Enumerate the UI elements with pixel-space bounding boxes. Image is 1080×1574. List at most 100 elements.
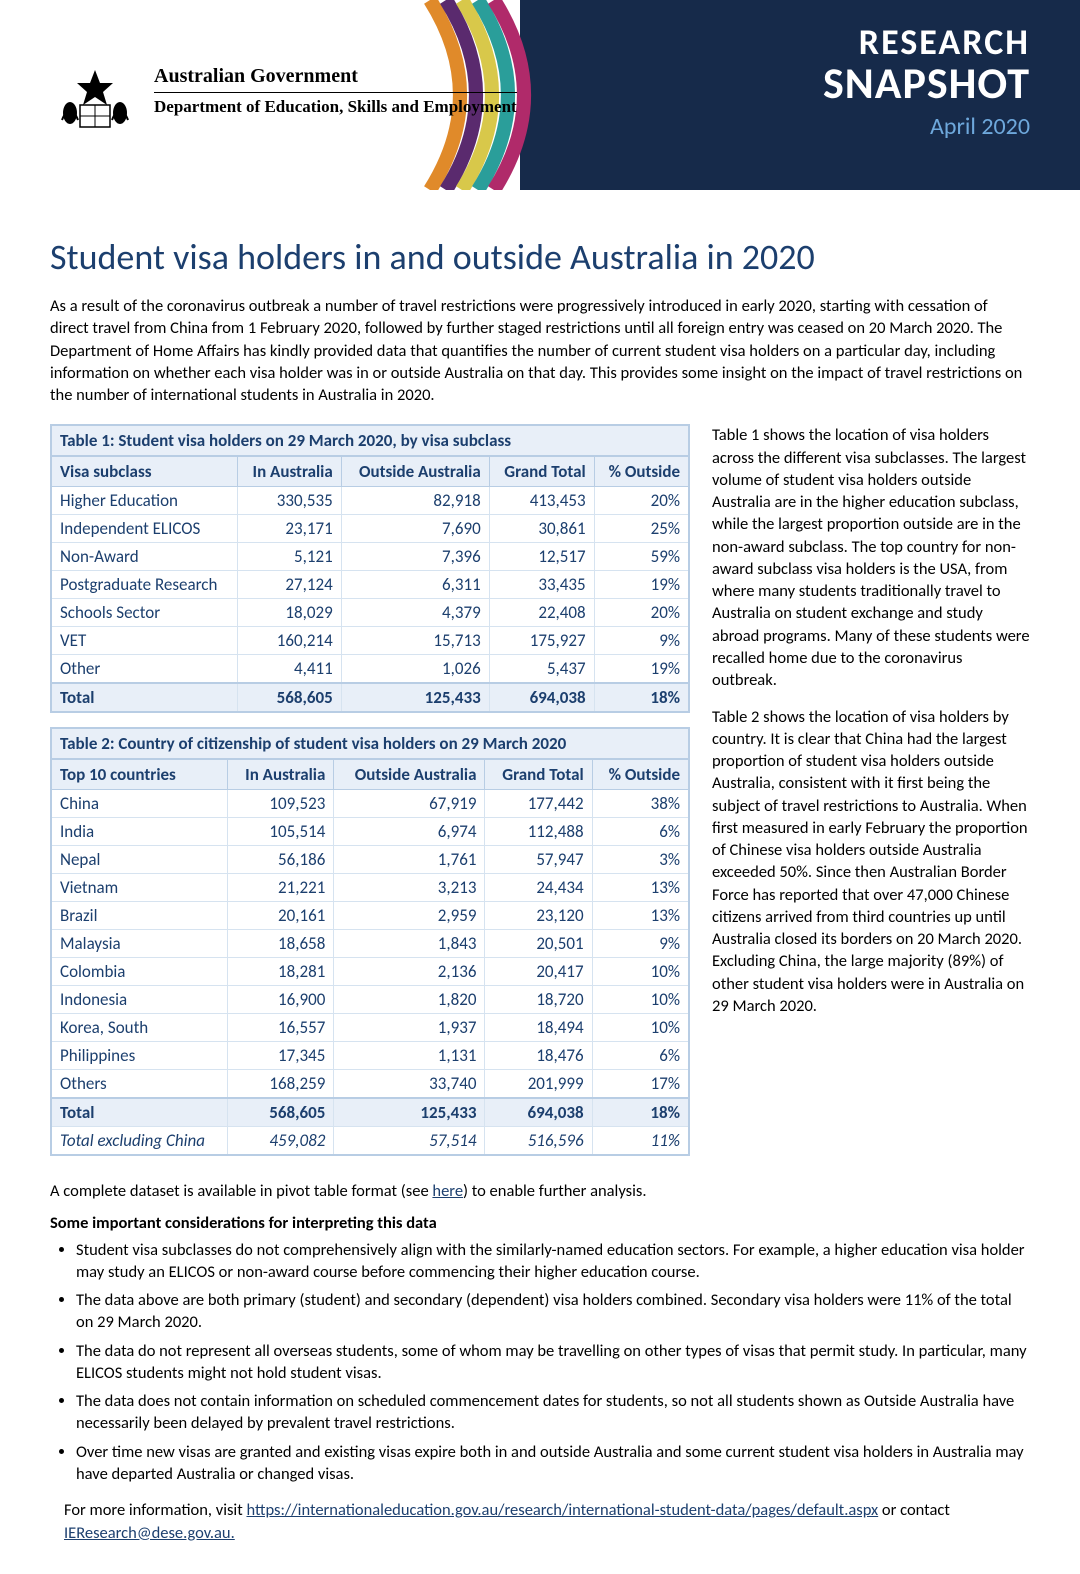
table-row: India105,5146,974112,4886%	[51, 818, 689, 846]
table-row: Philippines17,3451,13118,4766%	[51, 1042, 689, 1070]
table-cell: 10%	[592, 958, 689, 986]
table-cell: 125,433	[341, 683, 489, 712]
table-cell: 168,259	[228, 1070, 334, 1099]
table-cell: 7,690	[341, 515, 489, 543]
table-cell: 6,974	[334, 818, 485, 846]
table-cell: 16,900	[228, 986, 334, 1014]
table-header: In Australia	[228, 759, 334, 790]
table-cell: 15,713	[341, 627, 489, 655]
table-cell: Schools Sector	[51, 599, 238, 627]
tables-column: Table 1: Student visa holders on 29 Marc…	[50, 424, 690, 1170]
table-cell: 20,417	[485, 958, 592, 986]
table-cell: Non-Award	[51, 543, 238, 571]
table-cell: 5,121	[238, 543, 342, 571]
table-cell: Total	[51, 683, 238, 712]
footer-link-1[interactable]: https://internationaleducation.gov.au/re…	[246, 1500, 878, 1520]
table-cell: 112,488	[485, 818, 592, 846]
table-cell: 57,514	[334, 1127, 485, 1156]
table-cell: 59%	[594, 543, 689, 571]
table-cell: 20,161	[228, 902, 334, 930]
table-cell: 20,501	[485, 930, 592, 958]
table-header: Visa subclass	[51, 456, 238, 487]
table-cell: Vietnam	[51, 874, 228, 902]
table-cell: 18%	[592, 1098, 689, 1127]
table-header: Outside Australia	[334, 759, 485, 790]
table-cell: 67,919	[334, 790, 485, 818]
consideration-item: The data do not represent all overseas s…	[76, 1340, 1030, 1385]
table-cell: Postgraduate Research	[51, 571, 238, 599]
table-cell: India	[51, 818, 228, 846]
page: RESEARCH SNAPSHOT April 2020 Australian …	[0, 0, 1080, 1574]
gov-logo-block: Australian Government Department of Educ…	[50, 40, 1030, 135]
table-cell: 10%	[592, 986, 689, 1014]
table-cell: 18,476	[485, 1042, 592, 1070]
table-cell: 4,411	[238, 655, 342, 684]
table-1-header-row: Visa subclass In Australia Outside Austr…	[51, 456, 689, 487]
table-cell: 201,999	[485, 1070, 592, 1099]
table-cell: Independent ELICOS	[51, 515, 238, 543]
table-header: In Australia	[238, 456, 342, 487]
two-column-layout: Table 1: Student visa holders on 29 Marc…	[50, 424, 1030, 1170]
page-title: Student visa holders in and outside Aust…	[50, 235, 1030, 279]
table-cell: China	[51, 790, 228, 818]
table-cell: 19%	[594, 571, 689, 599]
gov-text: Australian Government Department of Educ…	[154, 65, 517, 117]
table-2-header-row: Top 10 countries In Australia Outside Au…	[51, 759, 689, 790]
table-total-row: Total568,605125,433694,03818%	[51, 683, 689, 712]
table-cell: 18,720	[485, 986, 592, 1014]
table-row: Postgraduate Research27,1246,31133,43519…	[51, 571, 689, 599]
table-cell: 2,959	[334, 902, 485, 930]
table-cell: 24,434	[485, 874, 592, 902]
table-cell: 33,740	[334, 1070, 485, 1099]
table-cell: 6%	[592, 818, 689, 846]
table-cell: 1,131	[334, 1042, 485, 1070]
table-cell: 30,861	[489, 515, 594, 543]
table-cell: 20%	[594, 599, 689, 627]
table-row: Nepal56,1861,76157,9473%	[51, 846, 689, 874]
table-cell: 22,408	[489, 599, 594, 627]
table-cell: 20%	[594, 487, 689, 515]
table-cell: 177,442	[485, 790, 592, 818]
table-row: Non-Award5,1217,39612,51759%	[51, 543, 689, 571]
table-row: Colombia18,2812,13620,41710%	[51, 958, 689, 986]
table-cell: Total	[51, 1098, 228, 1127]
side-para-2: Table 2 shows the location of visa holde…	[712, 706, 1030, 1018]
pivot-link[interactable]: here	[432, 1181, 463, 1201]
consideration-item: The data does not contain information on…	[76, 1390, 1030, 1435]
table-cell: 160,214	[238, 627, 342, 655]
table-row: Others168,25933,740201,99917%	[51, 1070, 689, 1099]
table-cell: 1,761	[334, 846, 485, 874]
table-cell: 23,171	[238, 515, 342, 543]
table-cell: Higher Education	[51, 487, 238, 515]
considerations-list: Student visa subclasses do not comprehen…	[76, 1239, 1030, 1486]
table-cell: 17%	[592, 1070, 689, 1099]
table-cell: 6%	[592, 1042, 689, 1070]
table-cell: 413,453	[489, 487, 594, 515]
table-header: Grand Total	[485, 759, 592, 790]
table-header: % Outside	[594, 456, 689, 487]
footer-mid: or contact	[878, 1500, 950, 1520]
table-2-caption: Table 2: Country of citizenship of stude…	[50, 727, 690, 758]
table-cell: 11%	[592, 1127, 689, 1156]
side-text-column: Table 1 shows the location of visa holde…	[712, 424, 1030, 1170]
table-row: Other4,4111,0265,43719%	[51, 655, 689, 684]
table-cell: 125,433	[334, 1098, 485, 1127]
table-cell: 33,435	[489, 571, 594, 599]
pivot-pre: A complete dataset is available in pivot…	[50, 1181, 432, 1201]
table-cell: 1,937	[334, 1014, 485, 1042]
table-row: Schools Sector18,0294,37922,40820%	[51, 599, 689, 627]
table-cell: Brazil	[51, 902, 228, 930]
table-cell: 330,535	[238, 487, 342, 515]
table-cell: 17,345	[228, 1042, 334, 1070]
table-header: Outside Australia	[341, 456, 489, 487]
table-cell: 694,038	[489, 683, 594, 712]
crest-icon	[50, 65, 140, 135]
table-row: Vietnam21,2213,21324,43413%	[51, 874, 689, 902]
table-cell: 82,918	[341, 487, 489, 515]
table-cell: 13%	[592, 874, 689, 902]
pivot-post: ) to enable further analysis.	[463, 1181, 647, 1201]
footer-link-2[interactable]: IEResearch@dese.gov.au.	[64, 1523, 235, 1543]
table-cell: 23,120	[485, 902, 592, 930]
table-cell: 18%	[594, 683, 689, 712]
table-cell: 12,517	[489, 543, 594, 571]
